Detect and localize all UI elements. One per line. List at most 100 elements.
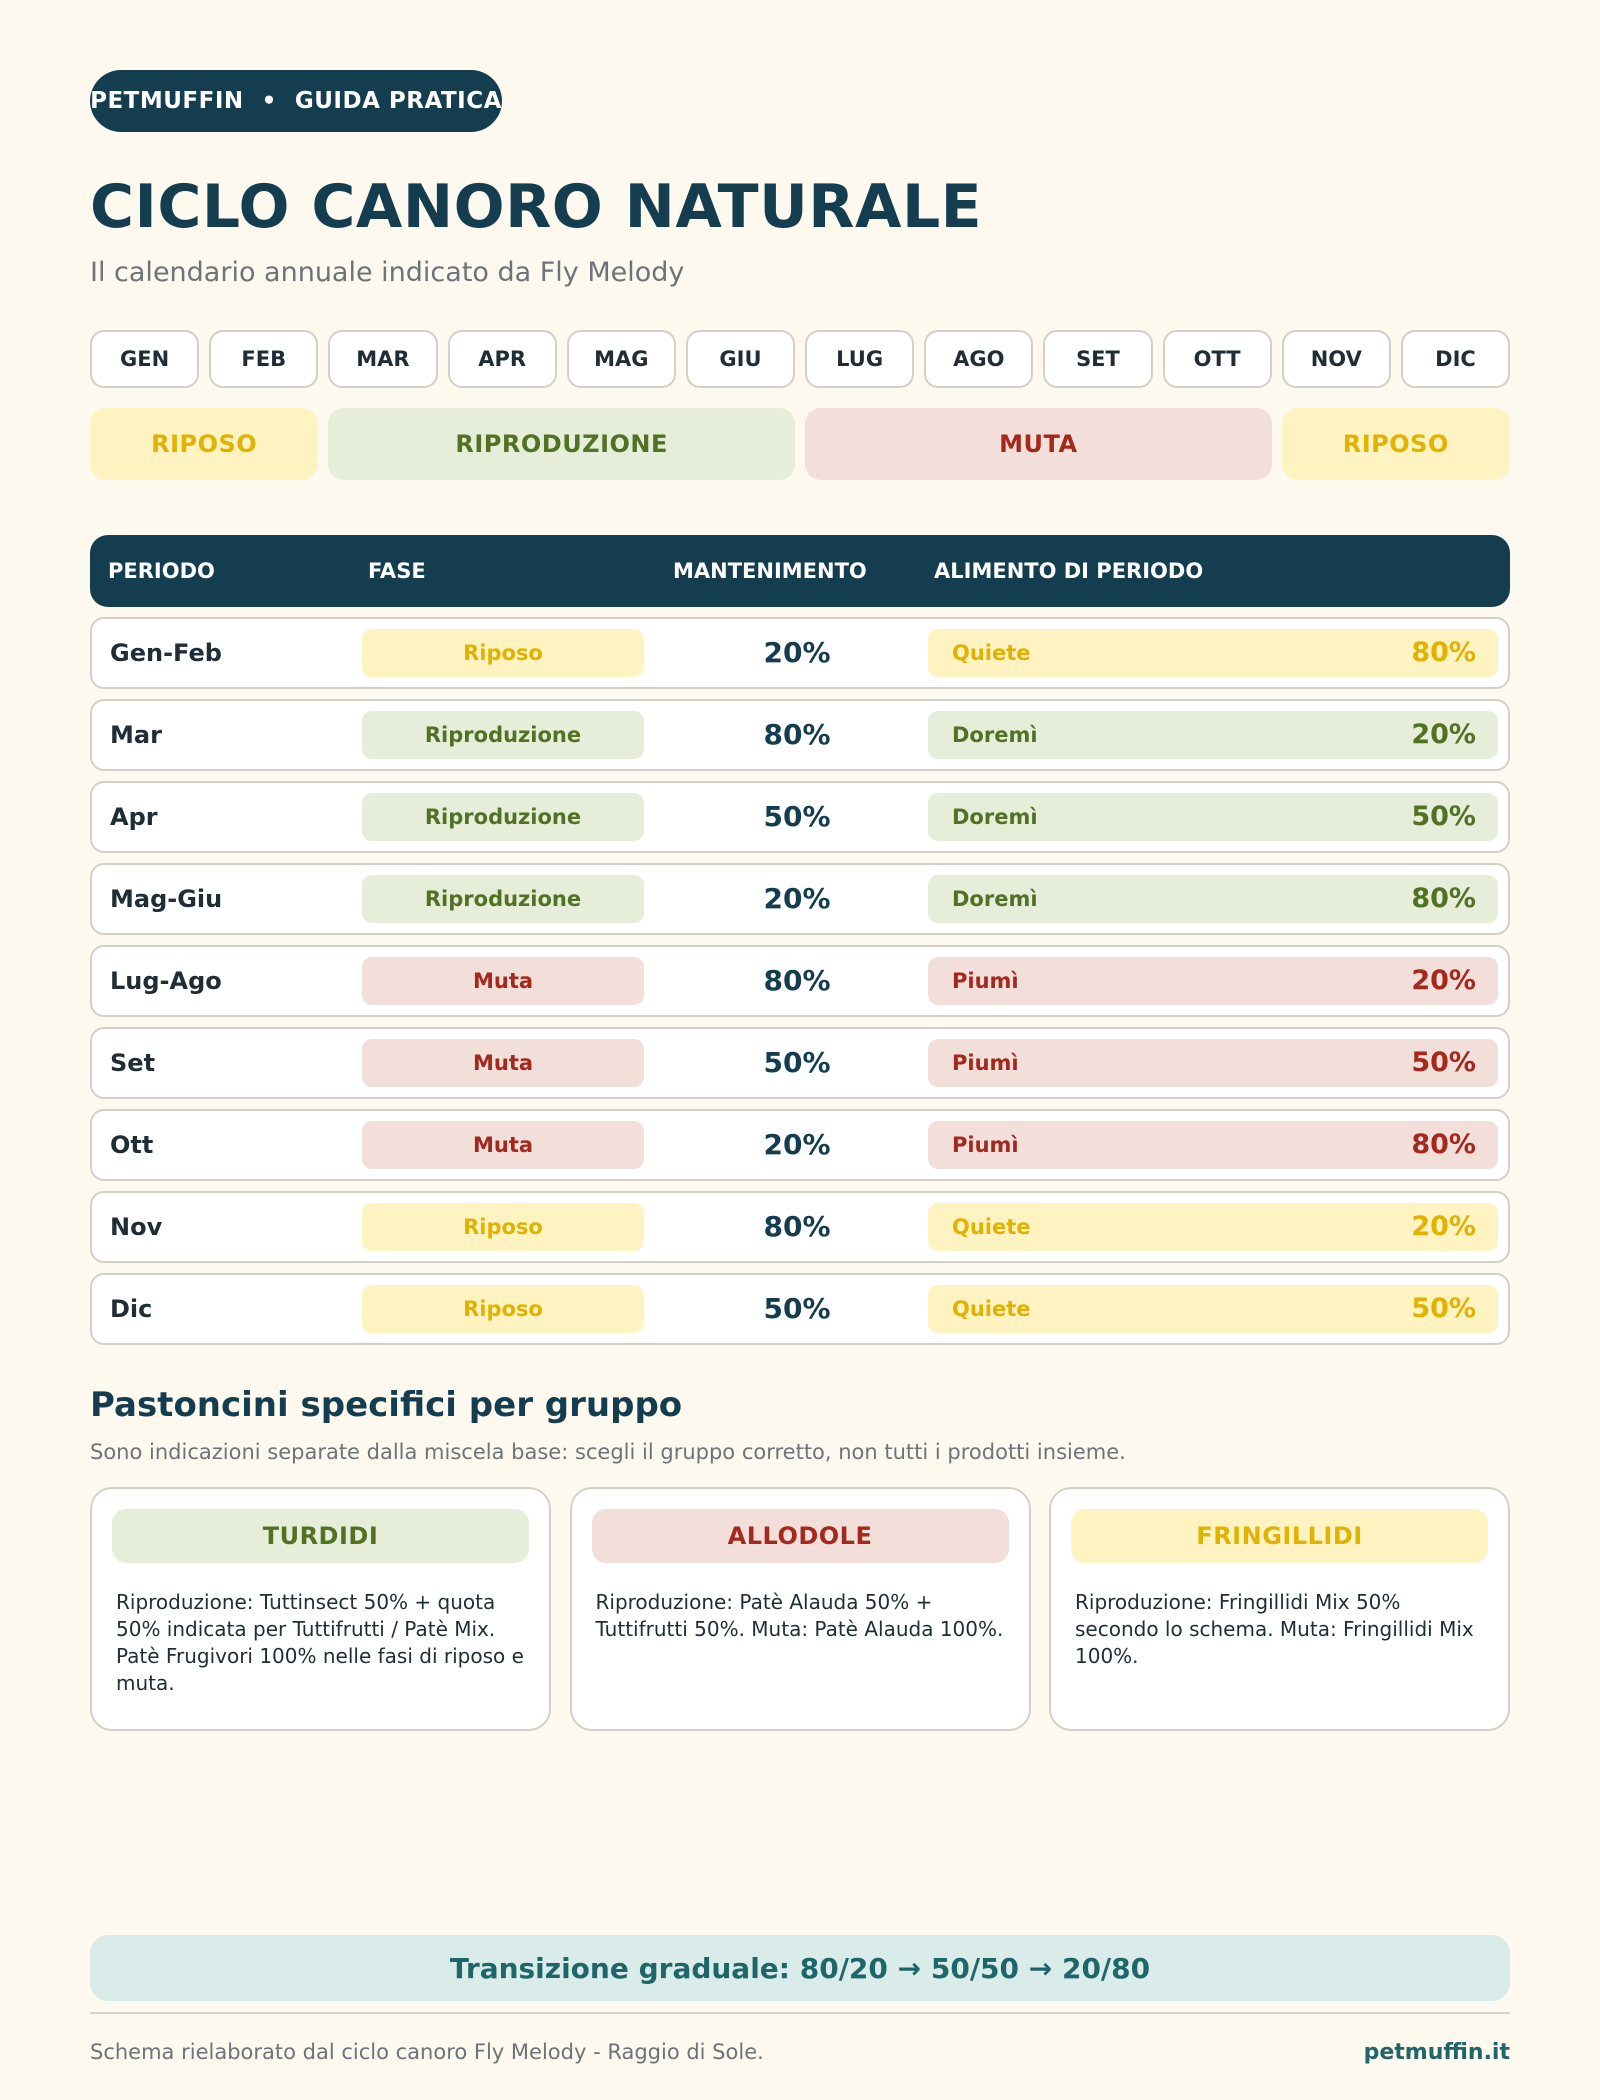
month-mag: MAG — [566, 330, 676, 388]
maintenance-value: 50% — [763, 1046, 831, 1079]
phase-riproduzione: RIPRODUZIONE — [328, 408, 795, 480]
food-name: Piumì — [952, 969, 1019, 993]
phase-strip: RIPOSO RIPRODUZIONE MUTA RIPOSO — [90, 408, 1510, 480]
phase-badge: Riposo — [362, 629, 644, 677]
food-percentage: 80% — [1411, 1129, 1476, 1160]
food-name: Piumì — [952, 1051, 1019, 1075]
month-feb: FEB — [209, 330, 319, 388]
month-nov: NOV — [1281, 330, 1391, 388]
brand-pill: PETMUFFIN • GUIDA PRATICA — [90, 70, 502, 132]
month-giu: GIU — [685, 330, 796, 388]
footer-divider — [90, 2012, 1510, 2014]
transition-banner: Transizione graduale: 80/20 → 50/50 → 20… — [90, 1935, 1510, 2001]
maintenance-value: 20% — [763, 1128, 831, 1161]
phase-muta: MUTA — [805, 408, 1272, 480]
group-card-text: Riproduzione: Fringillidi Mix 50% second… — [1075, 1590, 1474, 1668]
phase-badge: Muta — [362, 1039, 644, 1087]
table-row: Gen-Feb Riposo 20% Quiete 80% — [90, 617, 1510, 689]
month-dic: DIC — [1400, 330, 1511, 388]
row-period: Set — [110, 1049, 156, 1077]
food-bar: Piumì 20% — [928, 957, 1498, 1005]
food-percentage: 80% — [1411, 883, 1476, 914]
table-row: Apr Riproduzione 50% Doremì 50% — [90, 781, 1510, 853]
phase-riposo: RIPOSO — [1281, 408, 1510, 480]
maintenance-value: 50% — [763, 800, 831, 833]
month-ago: AGO — [924, 330, 1034, 388]
food-percentage: 50% — [1411, 801, 1476, 832]
phase-badge: Riproduzione — [362, 875, 644, 923]
food-percentage: 50% — [1411, 1293, 1476, 1324]
food-bar: Quiete 20% — [928, 1203, 1498, 1251]
table-row: Mar Riproduzione 80% Doremì 20% — [90, 699, 1510, 771]
footer-note: Schema rielaborato dal ciclo canoro Fly … — [90, 2040, 764, 2064]
food-bar: Doremì 80% — [928, 875, 1498, 923]
groups-subtitle: Sono indicazioni separate dalla miscela … — [90, 1440, 1126, 1464]
guide-label: GUIDA PRATICA — [294, 88, 502, 114]
guide-page: PETMUFFIN • GUIDA PRATICA CICLO CANORO N… — [90, 0, 1511, 2100]
food-bar: Quiete 80% — [928, 629, 1498, 677]
food-percentage: 50% — [1411, 1047, 1476, 1078]
group-card-fringillidi: FRINGILLIDI Riproduzione: Fringillidi Mix… — [1049, 1487, 1510, 1731]
food-bar: Doremì 50% — [928, 793, 1498, 841]
brand-name: PETMUFFIN — [90, 88, 244, 114]
group-card-title: FRINGILLIDI — [1071, 1509, 1488, 1563]
brand-separator: • — [261, 88, 277, 114]
table-header: PERIODO FASE MANTENIMENTO ALIMENTO DI PE… — [90, 535, 1510, 607]
food-name: Doremì — [952, 805, 1038, 829]
month-ott: OTT — [1162, 330, 1272, 388]
maintenance-value: 80% — [763, 718, 831, 751]
food-bar: Doremì 20% — [928, 711, 1498, 759]
table-row: Ott Muta 20% Piumì 80% — [90, 1109, 1510, 1181]
group-card-text: Riproduzione: Patè Alauda 50% + Tuttifru… — [595, 1590, 1004, 1641]
header-phase: FASE — [368, 559, 426, 583]
month-set: SET — [1043, 330, 1153, 388]
month-mar: MAR — [328, 330, 438, 388]
phase-badge: Riposo — [362, 1203, 644, 1251]
month-gen: GEN — [90, 330, 200, 388]
header-food: ALIMENTO DI PERIODO — [934, 559, 1204, 583]
page-subtitle: Il calendario annuale indicato da Fly Me… — [90, 257, 685, 288]
group-cards: TURDIDI Riproduzione: Tuttinsect 50% + qu… — [90, 1487, 1510, 1731]
maintenance-value: 80% — [763, 1210, 831, 1243]
row-period: Ott — [110, 1131, 154, 1159]
table-row: Lug-Ago Muta 80% Piumì 20% — [90, 945, 1510, 1017]
food-name: Quiete — [952, 641, 1031, 665]
group-card-title: TURDIDI — [112, 1509, 529, 1563]
group-card-text: Riproduzione: Tuttinsect 50% + quota 50%… — [116, 1590, 524, 1695]
month-apr: APR — [447, 330, 557, 388]
row-period: Dic — [110, 1295, 153, 1323]
maintenance-value: 20% — [763, 882, 831, 915]
groups-title: Pastoncini specifici per gruppo — [90, 1385, 683, 1425]
month-lug: LUG — [805, 330, 915, 388]
food-percentage: 80% — [1411, 637, 1476, 668]
food-percentage: 20% — [1411, 719, 1476, 750]
group-card-allodole: ALLODOLE Riproduzione: Patè Alauda 50% + … — [569, 1487, 1031, 1731]
food-percentage: 20% — [1411, 1211, 1476, 1242]
food-bar: Piumì 80% — [928, 1121, 1498, 1169]
row-period: Mar — [110, 721, 162, 749]
table-row: Nov Riposo 80% Quiete 20% — [90, 1191, 1510, 1263]
row-period: Mag-Giu — [110, 885, 223, 913]
month-strip: GEN FEB MAR APR MAG GIU LUG AGO SET OTT NOV DIC — [90, 330, 1511, 388]
phase-badge: Muta — [362, 957, 644, 1005]
row-period: Lug-Ago — [110, 967, 222, 995]
food-bar: Quiete 50% — [928, 1285, 1498, 1333]
phase-badge: Muta — [362, 1121, 644, 1169]
phase-badge: Riproduzione — [362, 711, 644, 759]
footer-site-link[interactable]: petmuffin.it — [1363, 2040, 1510, 2065]
food-name: Quiete — [952, 1297, 1031, 1321]
maintenance-value: 50% — [763, 1292, 831, 1325]
row-period: Nov — [110, 1213, 163, 1241]
food-name: Doremì — [952, 887, 1038, 911]
food-name: Piumì — [952, 1133, 1019, 1157]
table-row: Dic Riposo 50% Quiete 50% — [90, 1273, 1510, 1345]
row-period: Gen-Feb — [110, 639, 222, 667]
row-period: Apr — [110, 803, 158, 831]
table-row: Set Muta 50% Piumì 50% — [90, 1027, 1510, 1099]
food-bar: Piumì 50% — [928, 1039, 1498, 1087]
food-percentage: 20% — [1411, 965, 1476, 996]
group-card-title: ALLODOLE — [591, 1509, 1009, 1563]
phase-badge: Riposo — [362, 1285, 644, 1333]
food-name: Doremì — [952, 723, 1038, 747]
phase-riposo: RIPOSO — [90, 408, 319, 480]
